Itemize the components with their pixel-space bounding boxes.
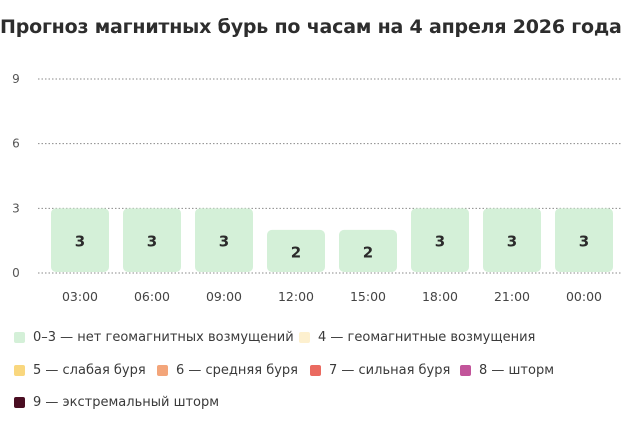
- bar: [411, 208, 469, 272]
- x-tick-label: 12:00: [278, 289, 314, 304]
- legend-swatch: [14, 365, 25, 376]
- bar: [339, 229, 397, 272]
- y-tick-label: 3: [12, 201, 20, 215]
- data-label: 3: [147, 233, 157, 251]
- legend-item-0-3: 0–3 — нет геомагнитных возмущений: [14, 330, 294, 345]
- bar: [483, 208, 541, 272]
- bar: [555, 208, 613, 272]
- legend-item-4: 4 — геомагнитные возмущения: [299, 330, 535, 345]
- x-tick-label: 06:00: [134, 289, 170, 304]
- legend-swatch: [14, 332, 25, 343]
- data-label: 3: [219, 233, 229, 251]
- legend-label: 9 — экстремальный шторм: [33, 395, 220, 410]
- legend-label: 4 — геомагнитные возмущения: [318, 330, 536, 345]
- data-label: 3: [579, 233, 589, 251]
- legend-swatch: [14, 397, 25, 408]
- bar: [267, 229, 325, 272]
- data-label: 3: [75, 233, 85, 251]
- x-tick-label: 09:00: [206, 289, 242, 304]
- y-tick-label: 6: [12, 137, 20, 151]
- legend-swatch: [310, 365, 321, 376]
- legend-swatch: [299, 332, 310, 343]
- legend-swatch: [460, 365, 471, 376]
- bar: [51, 208, 109, 272]
- data-label: 2: [363, 243, 373, 261]
- legend-label: 8 — шторм: [479, 363, 555, 378]
- legend-item-7: 7 — сильная буря: [310, 363, 450, 378]
- y-tick-label: 9: [12, 72, 20, 86]
- legend-label: 5 — слабая буря: [33, 363, 146, 378]
- bar: [195, 208, 253, 272]
- x-tick-label: 15:00: [350, 289, 386, 304]
- data-label: 3: [435, 233, 445, 251]
- y-tick-label: 0: [12, 266, 20, 280]
- x-tick-label: 00:00: [566, 289, 602, 304]
- chart-title: Прогноз магнитных бурь по часам на 4 апр…: [0, 16, 622, 38]
- bar: [123, 208, 181, 272]
- x-tick-label: 03:00: [62, 289, 98, 304]
- legend-label: 6 — средняя буря: [176, 363, 298, 378]
- legend-label: 7 — сильная буря: [329, 363, 451, 378]
- legend-item-8: 8 — шторм: [460, 363, 554, 378]
- legend-swatch: [157, 365, 168, 376]
- legend-item-9: 9 — экстремальный шторм: [14, 395, 219, 410]
- data-label: 3: [507, 233, 517, 251]
- data-label: 2: [291, 243, 301, 261]
- x-tick-label: 18:00: [422, 289, 458, 304]
- legend-label: 0–3 — нет геомагнитных возмущений: [33, 330, 294, 345]
- x-tick-label: 21:00: [494, 289, 530, 304]
- legend-item-6: 6 — средняя буря: [157, 363, 298, 378]
- legend-item-5: 5 — слабая буря: [14, 363, 146, 378]
- chart: 0 3 6 9 3 03:00 3 06:00 3 09:00 2 12:00 2 15:00 3 18:00…: [12, 72, 622, 304]
